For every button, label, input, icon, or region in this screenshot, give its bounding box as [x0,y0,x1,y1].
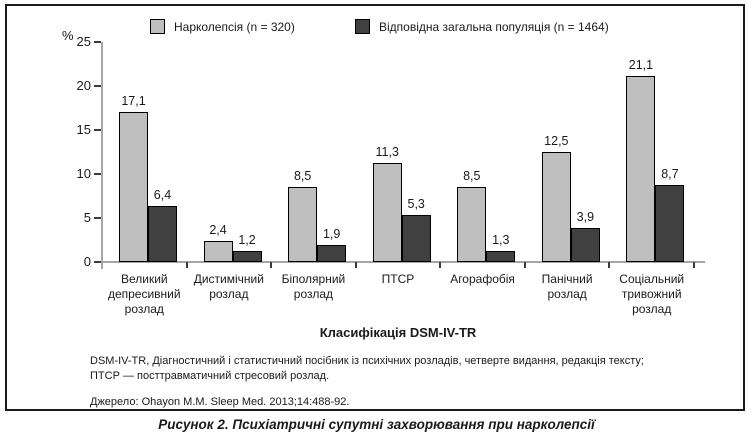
bar [119,111,148,262]
bar-value-label: 6,4 [153,187,172,202]
bar-value-label: 11,3 [375,144,399,159]
bar-value-label: 17,1 [121,93,146,108]
legend-item: Відповідна загальна популяція (n = 1464) [355,19,609,34]
bar [401,215,431,262]
x-axis-title: Класифікація DSM-IV-TR [319,325,477,340]
x-category-label: ПТСР [381,272,415,286]
figure-border-box: % 0 5 10 15 20 25 Великий депресивний розлад 17… [5,4,745,411]
x-tick [523,262,526,268]
bar-value-label: 8,7 [661,167,679,182]
x-tick [608,262,611,268]
bar-value-label: 21,1 [628,58,654,73]
bar-value-label: 8,5 [463,169,481,184]
bar-value-label: 1,3 [492,232,510,247]
bar-value-label: 12,5 [544,134,569,148]
x-category-label: Біполярний розлад [281,272,346,301]
bar [372,162,402,262]
footnote-line-1: DSM-IV-TR, Діагностичний і статистичний … [90,355,644,367]
legend-label: Відповідна загальна популяція (n = 1464) [379,19,609,34]
legend-swatch [355,19,370,34]
bar [203,240,233,262]
y-axis-line [101,42,103,269]
x-category-label: Великий депресивний розлад [107,272,181,316]
footnote-line-2: ПТСР — посттравматичний стресовий розлад… [90,370,330,382]
bar-value-label: 5,3 [407,197,425,212]
x-category-label: Соціальний тривожний розлад [619,272,685,316]
x-category-label: Дистимічний розлад [193,272,264,301]
y-tick-label: 15 [76,122,91,137]
x-tick [439,262,442,268]
y-tick-label: 20 [76,78,91,93]
x-tick [354,262,357,268]
x-axis-line [101,261,705,263]
y-axis-unit-label: % [62,28,74,43]
bar-value-label: 8,5 [293,169,312,184]
x-tick [185,262,188,268]
bar [486,250,516,262]
x-tick [693,262,695,268]
y-tick [94,217,101,219]
figure-caption: Рисунок 2. Психіатричні супутні захворюв… [158,417,595,432]
legend-item: Нарколепсія (n = 320) [150,19,295,34]
legend-swatch [150,19,165,34]
bar-value-label: 3,9 [576,209,595,224]
bar [148,205,177,262]
bar-value-label: 1,9 [322,227,341,242]
source-line: Джерело: Ohayon M.M. Sleep Med. 2013;14:… [90,396,350,408]
bar [232,251,262,262]
bar [541,152,571,262]
bar [626,76,656,262]
bar [457,187,487,262]
y-tick-label: 10 [76,166,91,181]
x-category-label: Панічний розлад [541,272,593,301]
y-tick [94,85,101,87]
bar [570,227,600,262]
y-tick-label: 5 [83,210,91,225]
legend-label: Нарколепсія (n = 320) [174,19,295,34]
y-tick [94,129,101,131]
x-category-label: Агорафобія [450,272,515,286]
bar-value-label: 1,2 [238,233,256,248]
y-tick [94,173,101,175]
x-tick [270,262,273,268]
bar-value-label: 2,4 [209,222,227,237]
bar [655,185,685,262]
y-tick [94,41,101,43]
y-tick [94,261,101,263]
y-tick-label: 0 [83,254,91,269]
bar [317,245,347,262]
y-tick-label: 25 [76,34,91,49]
bar [288,187,318,262]
